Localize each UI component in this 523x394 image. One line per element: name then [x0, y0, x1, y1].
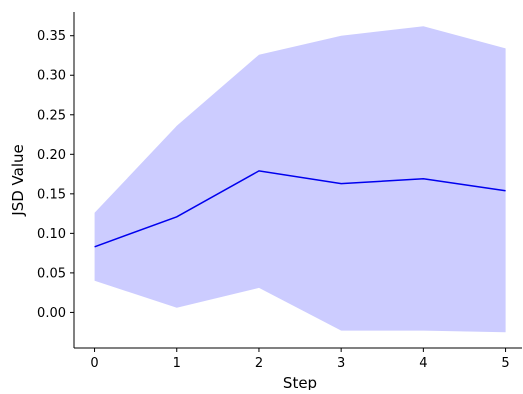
y-axis-label: JSD Value	[9, 144, 27, 216]
y-tick-label: 0.35	[37, 29, 66, 44]
x-tick-label: 2	[255, 356, 263, 371]
y-tick-label: 0.25	[37, 108, 66, 123]
x-tick-label: 3	[337, 356, 345, 371]
x-tick-label: 0	[90, 356, 98, 371]
ticks-layer: 0 1 2 3 4 5 0.00 0.05 0.10 0.15 0.20 0.25 0.30 0.35	[37, 29, 510, 371]
axes-layer	[73, 12, 522, 349]
x-tick-label: 4	[419, 356, 427, 371]
y-tick-label: 0.30	[37, 69, 66, 84]
x-tick-label: 5	[501, 356, 509, 371]
line-layer	[94, 170, 506, 248]
x-axis-label: Step	[283, 374, 317, 390]
y-tick-label: 0.05	[37, 266, 66, 281]
y-tick-label: 0.10	[37, 227, 66, 242]
y-tick-label: 0.15	[37, 187, 66, 202]
confidence-band	[94, 26, 506, 333]
band-layer	[94, 26, 506, 333]
x-tick-label: 1	[173, 356, 181, 371]
y-tick-label: 0.20	[37, 148, 66, 163]
y-tick-label: 0.00	[37, 306, 66, 321]
series-line-0	[94, 170, 506, 248]
